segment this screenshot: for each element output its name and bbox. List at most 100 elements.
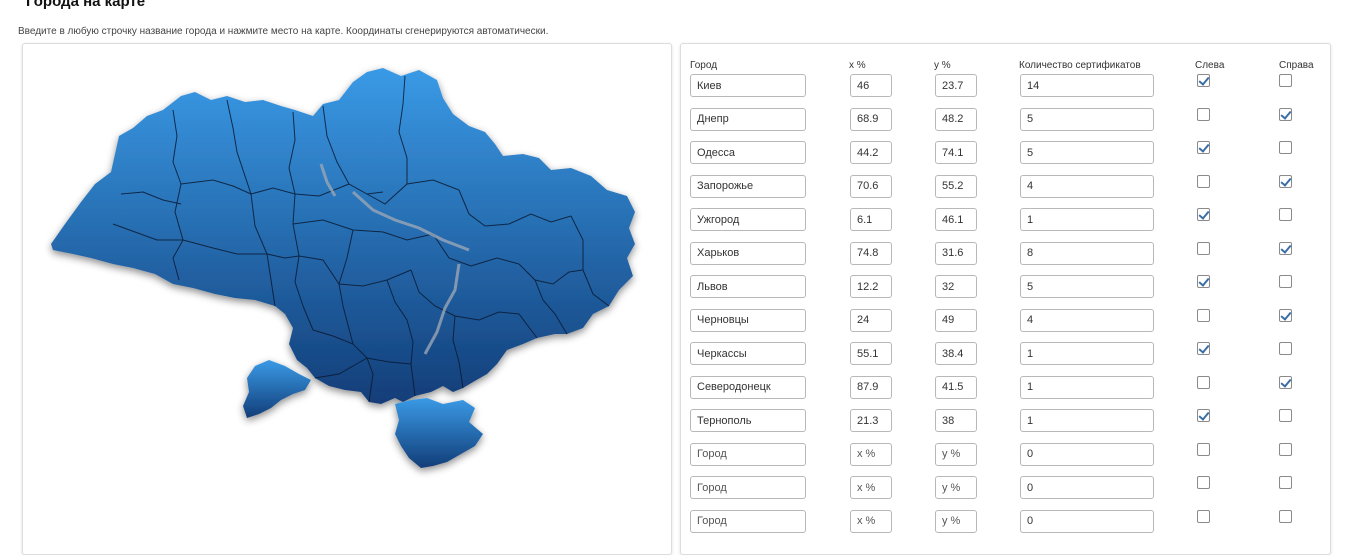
certificates-count-input[interactable] xyxy=(1020,375,1154,399)
y-percent-input[interactable] xyxy=(935,275,977,298)
city-input[interactable] xyxy=(690,308,806,332)
x-percent-input[interactable] xyxy=(850,74,892,97)
x-percent-input[interactable] xyxy=(850,208,892,231)
left-checkbox[interactable] xyxy=(1197,208,1210,221)
header-y: y % xyxy=(934,60,951,71)
right-checkbox[interactable] xyxy=(1279,342,1292,355)
certificates-count-input[interactable] xyxy=(1020,241,1154,265)
x-percent-input[interactable] xyxy=(850,174,892,198)
table-row xyxy=(681,241,1330,276)
right-checkbox[interactable] xyxy=(1279,375,1292,389)
certificates-count-input[interactable] xyxy=(1020,342,1154,365)
right-checkbox[interactable] xyxy=(1279,174,1292,188)
left-checkbox[interactable] xyxy=(1197,107,1210,121)
table-row xyxy=(681,141,1330,175)
city-input[interactable] xyxy=(690,509,806,533)
certificates-count-input[interactable] xyxy=(1020,174,1154,198)
table-row xyxy=(681,342,1330,376)
certificates-count-input[interactable] xyxy=(1020,409,1154,432)
x-percent-input[interactable] xyxy=(850,375,892,399)
y-percent-input[interactable] xyxy=(935,409,977,432)
city-input[interactable] xyxy=(690,275,806,298)
left-checkbox[interactable] xyxy=(1197,74,1210,87)
certificates-count-input[interactable] xyxy=(1020,107,1154,131)
x-percent-input[interactable] xyxy=(850,141,892,164)
right-checkbox[interactable] xyxy=(1279,141,1292,154)
right-checkbox[interactable] xyxy=(1279,208,1292,221)
city-input[interactable] xyxy=(690,208,806,231)
right-checkbox[interactable] xyxy=(1279,241,1292,255)
header-left: Слева xyxy=(1195,60,1225,71)
certificates-count-input[interactable] xyxy=(1020,476,1154,499)
y-percent-input[interactable] xyxy=(935,509,977,533)
x-percent-input[interactable] xyxy=(850,107,892,131)
city-input[interactable] xyxy=(690,476,806,499)
x-percent-input[interactable] xyxy=(850,509,892,533)
page-hint: Введите в любую строчку название города … xyxy=(18,26,549,37)
left-checkbox[interactable] xyxy=(1197,275,1210,288)
ukraine-shape[interactable] xyxy=(51,68,635,468)
certificates-count-input[interactable] xyxy=(1020,308,1154,332)
left-checkbox[interactable] xyxy=(1197,308,1210,322)
y-percent-input[interactable] xyxy=(935,107,977,131)
y-percent-input[interactable] xyxy=(935,241,977,265)
left-checkbox[interactable] xyxy=(1197,241,1210,255)
header-x: x % xyxy=(849,60,866,71)
y-percent-input[interactable] xyxy=(935,74,977,97)
right-checkbox[interactable] xyxy=(1279,74,1292,87)
city-input[interactable] xyxy=(690,174,806,198)
left-checkbox[interactable] xyxy=(1197,409,1210,422)
right-checkbox[interactable] xyxy=(1279,275,1292,288)
right-checkbox[interactable] xyxy=(1279,442,1292,456)
x-percent-input[interactable] xyxy=(850,308,892,332)
city-input[interactable] xyxy=(690,342,806,365)
y-percent-input[interactable] xyxy=(935,208,977,231)
city-input[interactable] xyxy=(690,375,806,399)
y-percent-input[interactable] xyxy=(935,141,977,164)
y-percent-input[interactable] xyxy=(935,476,977,499)
left-checkbox[interactable] xyxy=(1197,476,1210,489)
city-input[interactable] xyxy=(690,241,806,265)
certificates-count-input[interactable] xyxy=(1020,275,1154,298)
right-checkbox[interactable] xyxy=(1279,509,1292,523)
x-percent-input[interactable] xyxy=(850,342,892,365)
left-checkbox[interactable] xyxy=(1197,342,1210,355)
map-panel[interactable] xyxy=(22,43,672,555)
x-percent-input[interactable] xyxy=(850,442,892,466)
certificates-count-input[interactable] xyxy=(1020,208,1154,231)
right-checkbox[interactable] xyxy=(1279,476,1292,489)
certificates-count-input[interactable] xyxy=(1020,442,1154,466)
table-row xyxy=(681,409,1330,443)
left-checkbox[interactable] xyxy=(1197,442,1210,456)
city-input[interactable] xyxy=(690,141,806,164)
x-percent-input[interactable] xyxy=(850,241,892,265)
x-percent-input[interactable] xyxy=(850,409,892,432)
certificates-count-input[interactable] xyxy=(1020,509,1154,533)
y-percent-input[interactable] xyxy=(935,342,977,365)
x-percent-input[interactable] xyxy=(850,476,892,499)
table-row xyxy=(681,442,1330,477)
y-percent-input[interactable] xyxy=(935,308,977,332)
right-checkbox[interactable] xyxy=(1279,107,1292,121)
cities-table-panel: Город x % y % Количество сертификатов Сл… xyxy=(680,43,1331,555)
x-percent-input[interactable] xyxy=(850,275,892,298)
left-checkbox[interactable] xyxy=(1197,174,1210,188)
table-row xyxy=(681,375,1330,410)
city-input[interactable] xyxy=(690,107,806,131)
city-input[interactable] xyxy=(690,442,806,466)
left-checkbox[interactable] xyxy=(1197,141,1210,154)
y-percent-input[interactable] xyxy=(935,442,977,466)
left-checkbox[interactable] xyxy=(1197,509,1210,523)
y-percent-input[interactable] xyxy=(935,174,977,198)
y-percent-input[interactable] xyxy=(935,375,977,399)
right-checkbox[interactable] xyxy=(1279,308,1292,322)
left-checkbox[interactable] xyxy=(1197,375,1210,389)
right-checkbox[interactable] xyxy=(1279,409,1292,422)
city-input[interactable] xyxy=(690,74,806,97)
header-count: Количество сертификатов xyxy=(1019,60,1141,71)
certificates-count-input[interactable] xyxy=(1020,74,1154,97)
city-input[interactable] xyxy=(690,409,806,432)
table-row xyxy=(681,275,1330,309)
certificates-count-input[interactable] xyxy=(1020,141,1154,164)
ukraine-map[interactable] xyxy=(23,44,671,541)
